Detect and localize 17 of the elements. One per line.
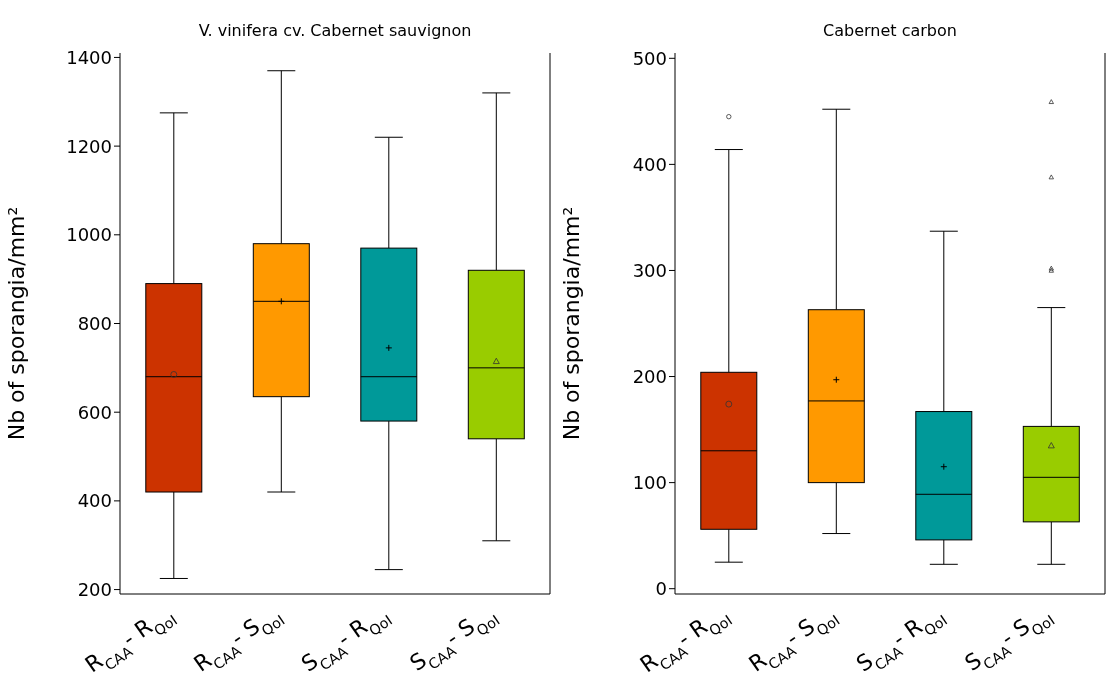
y-tick-label: 500 bbox=[632, 47, 667, 69]
y-tick-label: 200 bbox=[632, 365, 667, 387]
y-tick-label: 200 bbox=[77, 578, 112, 600]
y-tick-label: 600 bbox=[77, 401, 112, 423]
chart-title: V. vinifera cv. Cabernet sauvignon bbox=[198, 21, 472, 40]
y-tick-label: 800 bbox=[77, 312, 112, 334]
y-axis-title: Nb of sporangia/mm² bbox=[558, 206, 584, 441]
y-tick-label: 1200 bbox=[66, 135, 112, 157]
y-tick-label: 300 bbox=[632, 259, 667, 281]
y-tick-label: 0 bbox=[655, 578, 667, 600]
y-axis-title: Nb of sporangia/mm² bbox=[3, 206, 29, 441]
y-tick-label: 400 bbox=[77, 490, 112, 512]
y-tick-label: 1000 bbox=[66, 224, 112, 246]
y-tick-label: 1400 bbox=[66, 46, 112, 68]
chart-title: Cabernet carbon bbox=[823, 21, 957, 40]
y-tick-label: 400 bbox=[632, 153, 667, 175]
y-tick-label: 100 bbox=[632, 472, 667, 494]
